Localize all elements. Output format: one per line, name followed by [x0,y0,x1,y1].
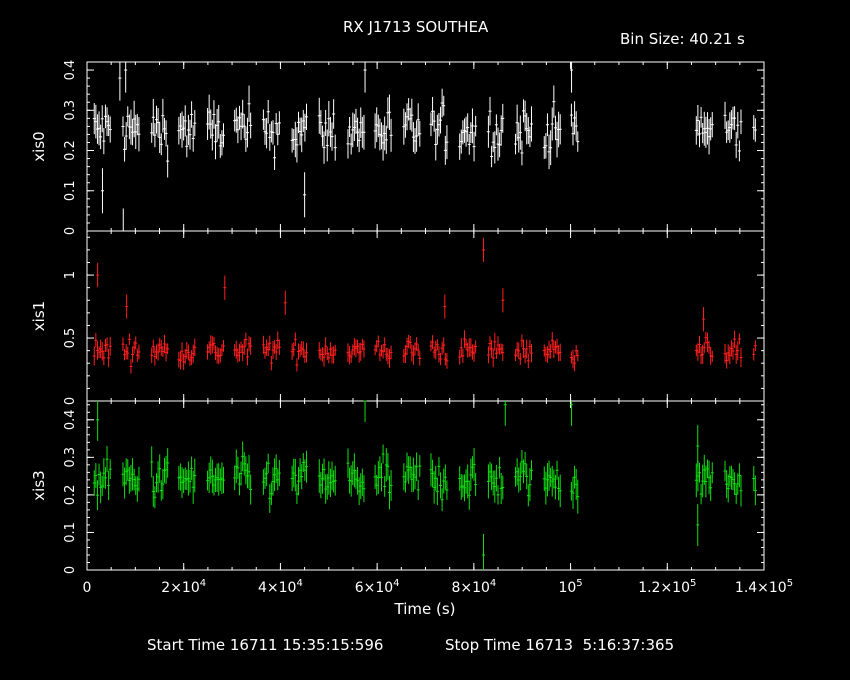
x-tick-label: 1.4×105 [735,578,793,596]
y-tick-label: 0.2 [63,485,78,506]
data-points [92,62,757,232]
panel-frame [86,230,765,402]
x-tick-exponent: 4 [490,578,496,589]
data-points [92,400,757,570]
y-tick-label: 0.4 [63,60,78,81]
x-tick-exponent: 4 [393,578,399,589]
x-tick-exponent: 4 [296,578,302,589]
y-tick-label: 0.5 [63,328,78,349]
y-axis-label: xis1 [30,301,48,331]
y-tick-label: 0 [63,566,78,574]
x-axis-label: Time (s) [394,600,456,618]
y-axis-label: xis0 [30,131,48,161]
y-axis-label: xis3 [30,470,48,500]
y-tick-label: 0.3 [63,100,78,121]
x-tick-exponent: 5 [576,578,582,589]
x-tick-label: 0 [83,580,92,596]
panel-frame [86,61,765,232]
x-tick-label: 4×104 [258,578,303,596]
x-tick-exponent: 5 [690,578,696,589]
panel-xis3: 0 0.1 0.2 0.3 0.4 xis3 [30,400,765,574]
y-tick-label: 1 [63,271,78,279]
y-tick-label: 0 [63,227,78,235]
panel-xis0: 0 0.1 0.2 0.3 0.4 xis0 [30,60,765,235]
x-tick-label: 1.2×105 [638,578,696,596]
x-tick-label: 6×104 [355,578,400,596]
y-tick-label: 0.1 [63,180,78,201]
x-tick-label: 2×104 [161,578,206,596]
y-tick-label: 0.1 [63,522,78,543]
y-tick-label: 0.4 [63,409,78,430]
x-tick-label: 8×104 [451,578,496,596]
y-tick-label: 0.2 [63,140,78,161]
x-tick-label: 105 [558,578,582,596]
chart-title: RX J1713 SOUTHEA [343,18,489,36]
stop-time: Stop Time 16713 5:16:37:365 [445,636,675,654]
x-axis: 0 2×104 4×104 6×104 8×104 105 1.2×105 1.4×105 [83,578,794,596]
x-tick-exponent: 5 [787,578,793,589]
data-points [92,237,757,374]
y-tick-label: 0.3 [63,447,78,468]
start-time: Start Time 16711 15:35:15:596 [147,636,384,654]
x-tick-exponent: 4 [200,578,206,589]
bin-size-label: Bin Size: 40.21 s [620,30,745,48]
panel-xis1: 0 0.5 1 xis1 [30,230,765,405]
y-tick-label: 0 [63,397,78,405]
